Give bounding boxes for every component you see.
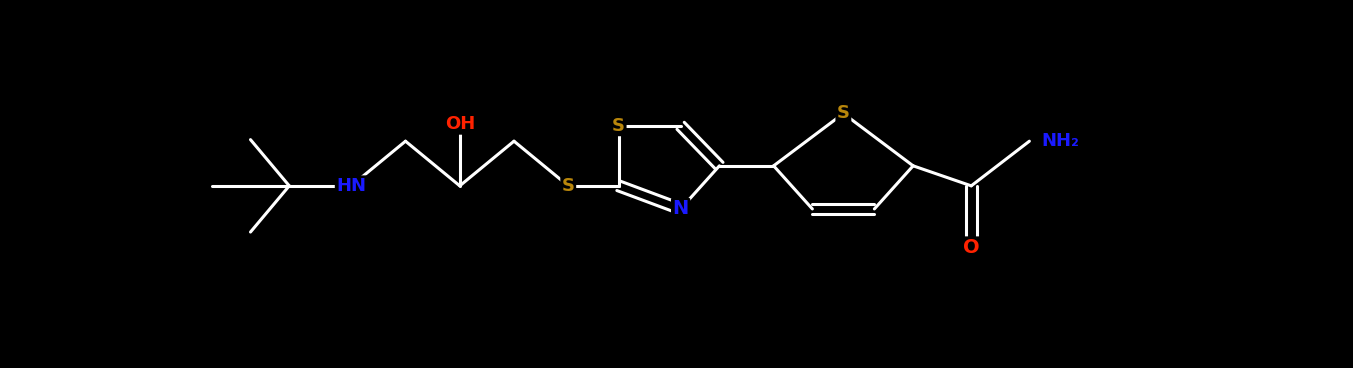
Text: O: O bbox=[963, 238, 980, 257]
Text: S: S bbox=[561, 177, 575, 195]
Text: S: S bbox=[612, 117, 625, 135]
Text: S: S bbox=[838, 105, 850, 123]
Text: OH: OH bbox=[445, 115, 475, 133]
Text: N: N bbox=[672, 199, 689, 219]
Text: NH₂: NH₂ bbox=[1040, 132, 1078, 150]
Text: HN: HN bbox=[337, 177, 367, 195]
